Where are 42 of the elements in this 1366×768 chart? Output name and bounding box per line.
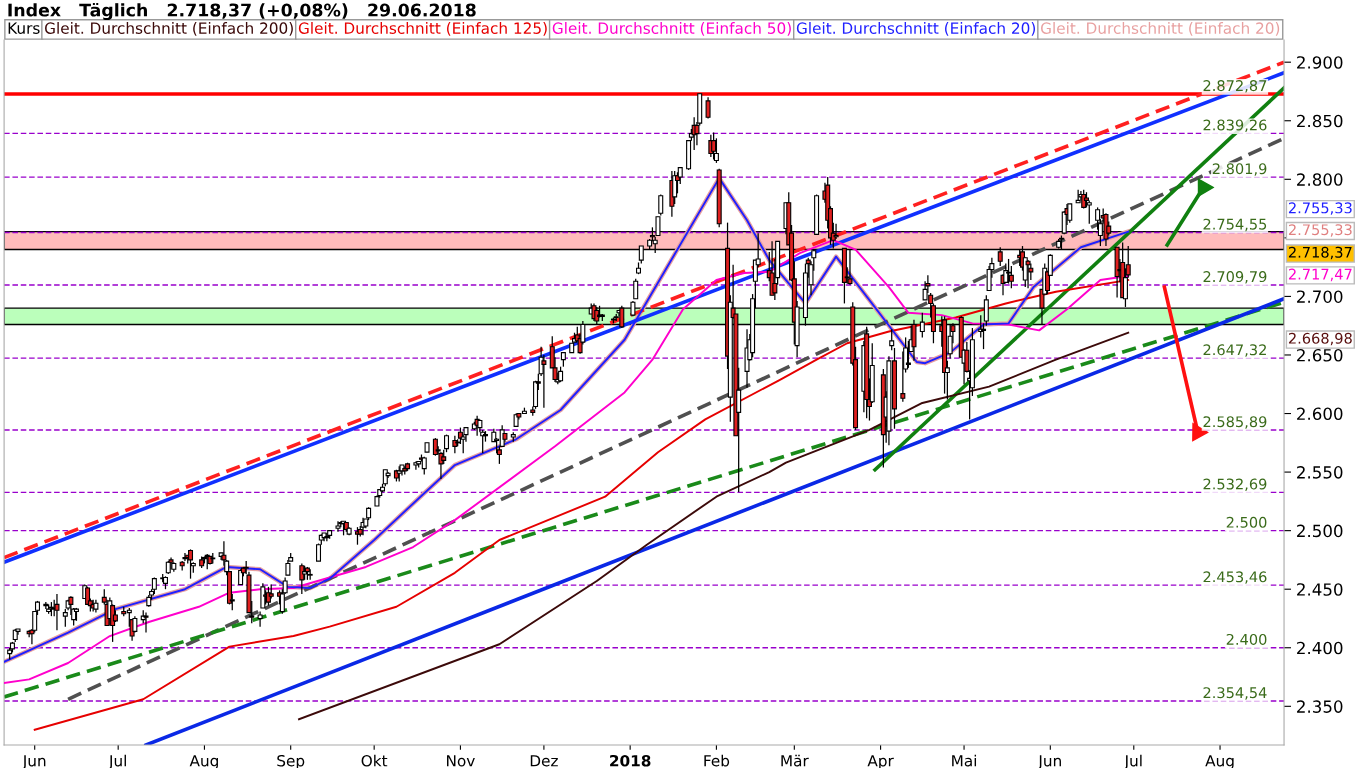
ref-line-label: 2.400 bbox=[1226, 633, 1267, 645]
y-tick-label: 2.500 bbox=[1297, 524, 1343, 538]
ref-line-label: 2.801,9 bbox=[1212, 163, 1267, 176]
y-tick-label: 2.600 bbox=[1297, 407, 1343, 421]
text: Gleit. Durchschnitt (Einfach 200) bbox=[45, 22, 293, 36]
text: 2.717,47 bbox=[1288, 268, 1352, 282]
ref-line-label: 2.647,32 bbox=[1203, 344, 1266, 357]
x-tick-label: Dez bbox=[530, 755, 558, 767]
x-tick-label: Okt bbox=[361, 754, 388, 767]
text: 2.718,37 bbox=[1288, 246, 1352, 260]
chart-title: Index Täglich 2.718,37 (+0,08%) 29.06.2018 bbox=[8, 2, 476, 21]
text: 2.755,33 bbox=[1288, 202, 1352, 215]
y-tick-label: 2.550 bbox=[1297, 466, 1343, 479]
ref-line-label: 2.839,26 bbox=[1203, 119, 1267, 132]
y-tick-label: 2.800 bbox=[1297, 173, 1343, 186]
text: Kurs bbox=[8, 22, 40, 34]
x-tick-label: Nov bbox=[447, 755, 475, 767]
x-tick-label: Mär bbox=[781, 754, 809, 767]
ref-line-label: 2.453,46 bbox=[1203, 571, 1267, 584]
text: Gleit. Durchschnitt (Einfach 50) bbox=[552, 22, 791, 36]
y-tick-label: 2.700 bbox=[1297, 290, 1343, 303]
ref-line-label: 2.532,69 bbox=[1203, 478, 1267, 492]
y-tick-label: 2.850 bbox=[1297, 114, 1343, 128]
text: 2.755,33 bbox=[1288, 224, 1352, 237]
text: Gleit. Durchschnitt (Einfach 125) bbox=[298, 22, 547, 36]
y-tick-label: 2.450 bbox=[1297, 583, 1343, 596]
y-tick-label: 2.650 bbox=[1297, 348, 1343, 362]
y-tick-label: 2.400 bbox=[1297, 641, 1343, 655]
y-tick-label: 2.900 bbox=[1297, 56, 1343, 69]
text: Gleit. Durchschnitt (Einfach 20) bbox=[796, 22, 1036, 36]
x-tick-label: 2018 bbox=[610, 754, 651, 767]
ref-line-label: 2.872,87 bbox=[1203, 80, 1267, 93]
text: 2.668,98 bbox=[1288, 332, 1352, 346]
ref-line-label: 2.709,79 bbox=[1203, 271, 1267, 284]
ref-line-label: 2.500 bbox=[1226, 516, 1267, 528]
x-tick-label: Mai bbox=[952, 754, 977, 767]
ref-line-label: 2.754,55 bbox=[1203, 218, 1267, 232]
y-tick-label: 2.350 bbox=[1297, 700, 1343, 713]
ref-line-label: 2.585,89 bbox=[1203, 416, 1267, 429]
ref-line-label: 2.354,54 bbox=[1203, 687, 1267, 700]
x-tick-label: Feb bbox=[704, 754, 730, 767]
text: Gleit. Durchschnitt (Einfach 20) bbox=[1040, 22, 1280, 36]
